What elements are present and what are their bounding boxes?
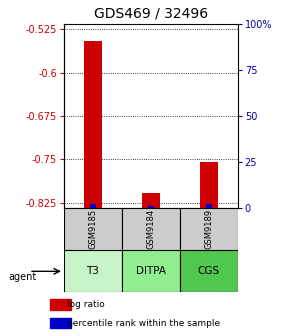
Bar <box>180 208 238 250</box>
Bar <box>200 162 218 208</box>
Bar <box>84 41 102 208</box>
Bar <box>122 208 180 250</box>
Bar <box>180 250 238 292</box>
Bar <box>64 208 122 250</box>
Bar <box>64 250 122 292</box>
Bar <box>206 204 212 208</box>
Bar <box>148 206 154 208</box>
Bar <box>50 318 71 328</box>
Text: log ratio: log ratio <box>67 300 104 309</box>
Text: GSM9185: GSM9185 <box>88 209 97 249</box>
Text: agent: agent <box>9 272 37 282</box>
Bar <box>90 204 96 208</box>
Bar <box>142 193 160 208</box>
Text: GSM9184: GSM9184 <box>146 209 155 249</box>
Text: DITPA: DITPA <box>136 266 166 276</box>
Text: T3: T3 <box>86 266 99 276</box>
Text: GSM9189: GSM9189 <box>204 209 213 249</box>
Text: percentile rank within the sample: percentile rank within the sample <box>67 319 220 328</box>
Bar <box>122 250 180 292</box>
Text: CGS: CGS <box>198 266 220 276</box>
Title: GDS469 / 32496: GDS469 / 32496 <box>94 7 208 21</box>
Bar <box>50 299 71 310</box>
